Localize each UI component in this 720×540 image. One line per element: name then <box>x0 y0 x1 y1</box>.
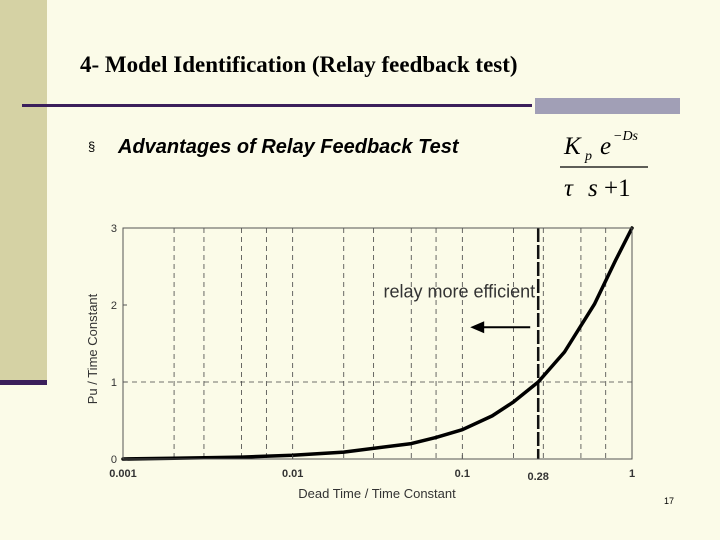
x-tick-label: 0.001 <box>109 468 137 480</box>
x-axis-label: Dead Time / Time Constant <box>298 486 456 501</box>
y-axis-label: Pu / Time Constant <box>85 293 100 404</box>
page-number: 17 <box>664 496 675 506</box>
y-tick-label: 2 <box>111 300 117 312</box>
formula-plus-one: +1 <box>604 175 631 202</box>
x-tick-label: 0.01 <box>282 468 303 480</box>
title-divider-accent <box>535 98 680 114</box>
formula-exp-base: e <box>600 133 611 160</box>
transfer-function-formula: K p e −Ds τ s +1 <box>560 129 648 202</box>
plot-frame <box>122 227 633 460</box>
x-tick-label: 1 <box>629 468 635 480</box>
y-tick-label: 1 <box>111 377 117 389</box>
series-line <box>121 226 634 461</box>
chart-marks: 0.28 relay more efficient <box>121 226 634 483</box>
y-tick-label: 3 <box>111 223 117 235</box>
left-accent-bar-cap <box>0 380 47 385</box>
chart-grid <box>123 228 632 459</box>
chart-axes: 0 1 2 3 0.001 0.01 0.1 1 <box>109 223 635 480</box>
slide-subtitle: Advantages of Relay Feedback Test <box>118 136 459 158</box>
y-tick-label: 0 <box>111 454 117 466</box>
title-divider <box>22 104 532 107</box>
x-tick-label: 0.1 <box>455 468 470 480</box>
formula-s: s <box>588 175 598 202</box>
annotation-text: relay more efficient <box>383 281 535 301</box>
bullet-icon: § <box>88 139 96 154</box>
formula-gain: K <box>563 133 582 160</box>
formula-exponent: −Ds <box>613 129 639 144</box>
left-accent-bar <box>0 0 47 384</box>
formula-gain-subscript: p <box>584 149 592 164</box>
vline-label: 0.28 <box>527 471 548 483</box>
annotation-arrow-head <box>470 321 485 334</box>
formula-tau: τ <box>564 175 574 202</box>
slide-title: 4- Model Identification (Relay feedback … <box>80 52 518 77</box>
